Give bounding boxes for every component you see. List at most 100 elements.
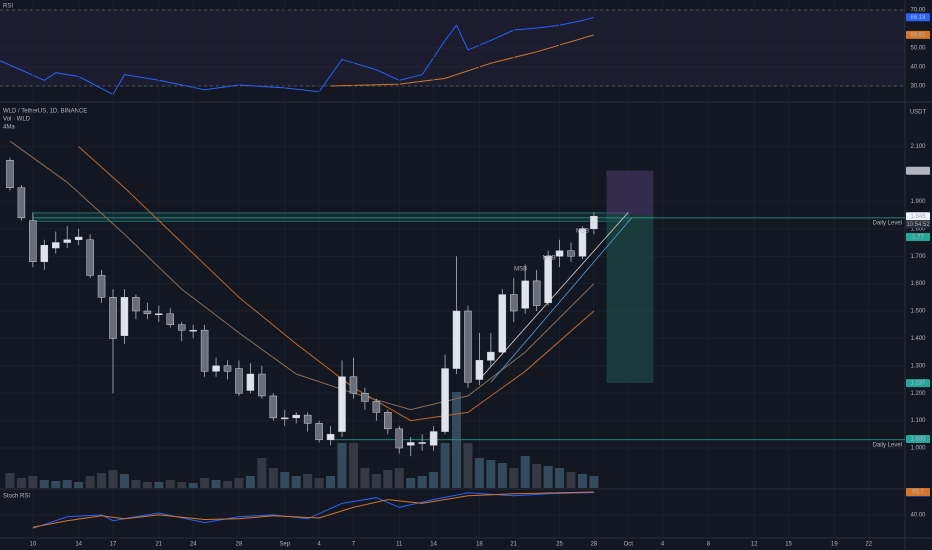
x-tick-label: 7 [352, 542, 356, 548]
volume-bar [532, 464, 542, 488]
moving-average [78, 146, 595, 422]
y-tick-label: 1.000 [910, 446, 926, 452]
candle-body [510, 294, 518, 312]
candle-body [418, 442, 426, 444]
position-target [606, 170, 654, 216]
y-tick-label: 1.600 [910, 281, 926, 287]
volume-bar [119, 474, 129, 488]
volume-bar [314, 478, 324, 488]
candle-body [578, 228, 587, 257]
candle-body [384, 412, 392, 430]
price-badge [906, 166, 930, 175]
price-badge [906, 30, 930, 39]
candle-body [315, 423, 323, 441]
indicator-line [0, 16, 595, 96]
candle-body [235, 368, 243, 394]
volume-bar [509, 468, 519, 488]
volume-bar [62, 480, 72, 488]
msb-label: MSB [576, 229, 589, 235]
candle-body [246, 373, 255, 391]
candle-body [521, 280, 529, 309]
msb-label: MSB [514, 267, 527, 273]
x-tick-label: 28 [236, 542, 243, 548]
volume-bar [555, 468, 565, 488]
x-tick-label: 14 [75, 542, 82, 548]
indicator-line [330, 34, 595, 87]
volume-bar [51, 481, 61, 488]
candle-body [132, 297, 140, 312]
y-tick-label: 1.400 [910, 336, 926, 342]
pane-title: RSI [3, 4, 13, 10]
candle-body [166, 313, 175, 325]
x-tick-label: 15 [785, 542, 792, 548]
countdown: 10:54:52 [906, 222, 930, 228]
candle-body [97, 275, 106, 298]
daily-level-label: Daily Level [873, 220, 902, 226]
volume-bar [234, 478, 244, 488]
indicator-line [32, 491, 594, 528]
rsi-band [0, 10, 905, 86]
volume-bar [371, 474, 381, 488]
y-tick-label: 1.900 [910, 199, 926, 205]
x-tick-label: Oct [624, 542, 634, 548]
x-tick-label: 17 [110, 542, 117, 548]
volume-bar [5, 473, 15, 488]
candle-body [189, 329, 197, 332]
candle-body [498, 294, 507, 353]
price-badge [906, 488, 930, 497]
volume-bar [394, 468, 404, 488]
candle-body [441, 368, 449, 432]
candle-body [452, 310, 461, 369]
volume-bar [497, 463, 507, 488]
x-tick-label: 21 [155, 542, 162, 548]
supply-zone [32, 212, 629, 222]
volume-bar [223, 481, 233, 488]
price-badge-label: 1.77 [912, 235, 924, 241]
price-badge [906, 212, 930, 221]
y-tick-label: 2.100 [910, 144, 926, 150]
candle-body [281, 417, 289, 420]
volume-bar [39, 480, 49, 488]
volume-bar [337, 443, 347, 488]
volume-bar [188, 483, 198, 488]
volume-bar [566, 472, 576, 488]
candle-body [532, 280, 541, 306]
y-tick-label: 1.200 [910, 391, 926, 397]
x-tick-label: 8 [707, 542, 711, 548]
candle-body [269, 395, 278, 419]
candle-body [258, 373, 266, 397]
x-tick-label: 18 [476, 542, 483, 548]
candle-body [395, 428, 404, 449]
volume-bar [257, 458, 267, 488]
volume-bar [16, 478, 26, 488]
volume-bar [463, 443, 473, 488]
x-tick-label: 24 [190, 542, 197, 548]
x-tick-label: 21 [510, 542, 517, 548]
volume-bar [177, 482, 187, 488]
candle-body [155, 313, 163, 316]
x-tick-label: Sep [279, 542, 290, 548]
candle-body [292, 414, 300, 419]
volume-bar [97, 473, 107, 488]
candle-body [429, 431, 438, 446]
volume-bar [74, 482, 84, 488]
candle-body [177, 324, 186, 331]
x-tick-label: 19 [831, 542, 838, 548]
candle-body [212, 365, 220, 372]
volume-bar [131, 480, 141, 488]
volume-bar [589, 476, 599, 488]
countdown-bg [906, 220, 930, 229]
volume-bar [543, 466, 553, 488]
price-unit: USDT [910, 110, 927, 116]
candle-body [303, 414, 312, 424]
x-tick-label: 4 [317, 542, 321, 548]
position-stop [606, 215, 654, 384]
candle-body [63, 239, 71, 243]
candle-body [406, 442, 415, 446]
msb-label: MSB [543, 256, 556, 262]
candle-body [6, 160, 14, 188]
volume-bar [211, 480, 221, 488]
candle-body [109, 297, 117, 339]
volume-bar [280, 472, 290, 488]
